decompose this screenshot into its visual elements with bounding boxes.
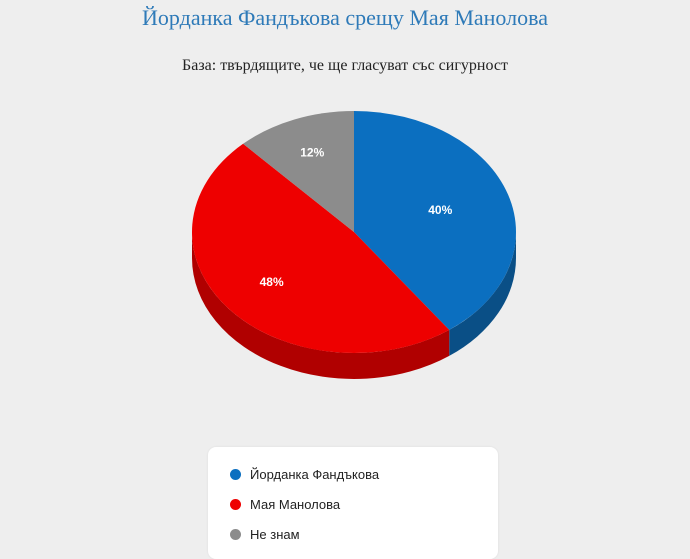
pie-slice-manolova[interactable] [191, 143, 450, 353]
chart-title: Йорданка Фандъкова срещу Мая Манолова [142, 5, 548, 30]
legend: Йорданка Фандъкова Мая Манолова Не знам [208, 447, 498, 559]
legend-item-fandakova[interactable]: Йорданка Фандъкова [230, 464, 379, 484]
chart-subtitle: База: твърдящите, че ще гласуват със сиг… [182, 57, 508, 74]
pie-side-manolova [192, 232, 450, 379]
pie-side-fandakova [449, 232, 516, 356]
pie-chart: 40% 48% 12% [191, 111, 516, 379]
data-label-manolova: 48% [260, 275, 284, 289]
data-label-fandakova: 40% [428, 203, 452, 217]
legend-swatch-undecided [230, 528, 241, 540]
legend-label-fandakova: Йорданка Фандъкова [250, 466, 380, 482]
legend-swatch-fandakova [230, 468, 241, 480]
legend-item-undecided[interactable]: Не знам [230, 524, 300, 544]
legend-item-manolova[interactable]: Мая Манолова [230, 494, 340, 514]
pie-slice-fandakova[interactable] [354, 111, 516, 330]
legend-label-undecided: Не знам [250, 526, 300, 542]
legend-swatch-manolova [230, 498, 241, 510]
pie-slice-undecided[interactable] [243, 111, 354, 232]
data-label-undecided: 12% [300, 145, 324, 159]
legend-label-manolova: Мая Манолова [250, 496, 341, 512]
